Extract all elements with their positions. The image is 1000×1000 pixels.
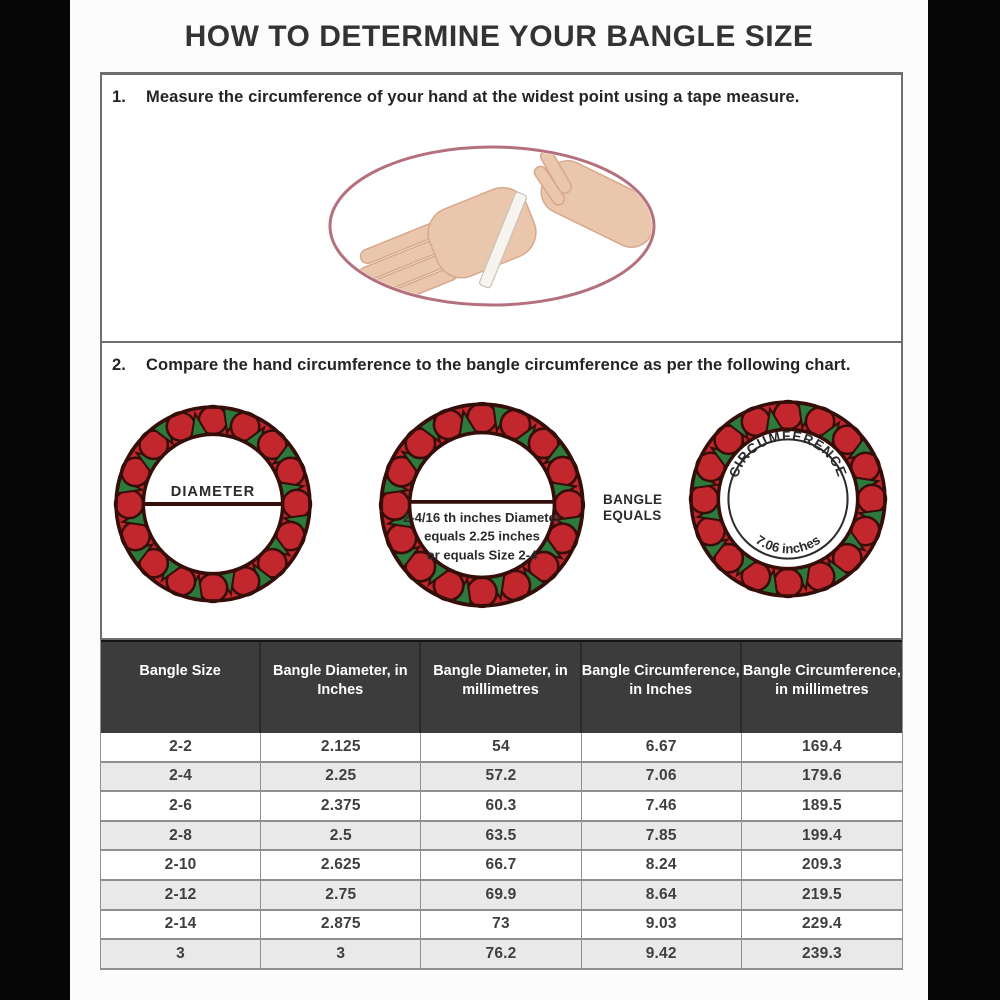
table-row: 2-10 2.625 66.7 8.24 209.3 <box>101 851 902 881</box>
table-cell: 54 <box>421 733 582 761</box>
bangle-diagram-diameter: DIAMETER <box>112 403 314 605</box>
table-row: 2-6 2.375 60.3 7.46 189.5 <box>101 792 902 822</box>
table-cell: 3 <box>101 940 262 968</box>
step1-row: 1. Measure the circumference of your han… <box>112 88 902 107</box>
table-cell: 57.2 <box>421 762 582 791</box>
table-cell: 2-14 <box>101 910 262 939</box>
table-cell: 69.9 <box>421 880 582 909</box>
table-cell: 2-6 <box>101 792 262 820</box>
table-cell: 2.75 <box>261 880 422 909</box>
table-row: 3 3 76.2 9.42 239.3 <box>101 940 902 970</box>
step2-number: 2. <box>112 356 126 374</box>
step2-text: Compare the hand circumference to the ba… <box>146 356 851 374</box>
table-cell: 2.125 <box>261 733 422 761</box>
table-cell: 9.42 <box>582 940 742 968</box>
right-black-bar <box>928 0 1000 1000</box>
table-cell: 169.4 <box>801 737 842 755</box>
bangle-diagram-size-note: 2-4/16 th inches Diameter equals 2.25 in… <box>377 400 587 610</box>
table-cell: 2-12 <box>101 880 262 909</box>
header-circumference-inches: Bangle Circumference, in Inches <box>582 642 742 733</box>
table-cell: 2-2 <box>101 733 262 761</box>
header-bangle-size: Bangle Size <box>101 642 262 733</box>
table-row: 2-12 2.75 69.9 8.64 219.5 <box>101 880 902 911</box>
equals-line1: BANGLE <box>603 492 663 507</box>
table-cell: 2.625 <box>261 851 422 879</box>
table-cell: 60.3 <box>421 792 582 820</box>
table-cell: 9.03 <box>582 910 742 939</box>
table-cell: 2.375 <box>261 792 422 820</box>
inner-circle <box>727 438 849 560</box>
table-cell: 63.5 <box>421 821 582 850</box>
table-cell: 2-4 <box>101 762 262 791</box>
header-diameter-inches: Bangle Diameter, in Inches <box>261 642 422 733</box>
diameter-label: DIAMETER <box>171 484 255 500</box>
table-cell: 179.6 <box>801 767 842 785</box>
table-cell: 7.85 <box>582 821 742 850</box>
header-circumference-mm: Bangle Circumference, in millimetres <box>742 663 901 698</box>
table-cell: 3 <box>261 940 422 968</box>
left-black-bar <box>0 0 70 1000</box>
table-cell: 209.3 <box>801 856 842 874</box>
table-cell: 2-10 <box>101 851 262 879</box>
hand-measurement-illustration <box>328 145 656 307</box>
header-diameter-mm: Bangle Diameter, in millimetres <box>421 642 582 733</box>
table-cell: 189.5 <box>801 796 842 814</box>
size-note-line2: equals 2.25 inches <box>424 529 540 544</box>
step1-number: 1. <box>112 88 126 106</box>
page-title: HOW TO DETERMINE YOUR BANGLE SIZE <box>184 20 814 53</box>
size-note-line1: 2-4/16 th inches Diameter <box>403 510 561 525</box>
table-cell: 8.64 <box>582 880 742 909</box>
table-cell: 8.24 <box>582 851 742 879</box>
table-cell: 7.46 <box>582 792 742 820</box>
size-note-line3: or equals Size 2-4 <box>427 548 538 563</box>
table-header-row: Bangle Size Bangle Diameter, in Inches B… <box>101 640 902 733</box>
table-cell: 73 <box>421 910 582 939</box>
table-cell: 2.25 <box>261 762 422 791</box>
bangle-diagram-circumference: CIRCUMFERENCE 7.06 inches <box>687 398 889 600</box>
table-cell: 229.4 <box>801 915 842 933</box>
table-cell: 199.4 <box>801 826 842 844</box>
table-cell: 66.7 <box>421 851 582 879</box>
table-row: 2-4 2.25 57.2 7.06 179.6 <box>101 762 902 793</box>
equals-line2: EQUALS <box>603 508 662 523</box>
table-row: 2-8 2.5 63.5 7.85 199.4 <box>101 821 902 852</box>
table-cell: 2.5 <box>261 821 422 850</box>
tape-measure <box>479 191 527 289</box>
table-row: 2-14 2.875 73 9.03 229.4 <box>101 910 902 941</box>
table-row: 2-2 2.125 54 6.67 169.4 <box>101 733 902 763</box>
step2-row: 2. Compare the hand circumference to the… <box>112 356 902 375</box>
table-cell: 2-8 <box>101 821 262 850</box>
table-cell: 219.5 <box>801 885 842 903</box>
bangle-size-table: Bangle Size Bangle Diameter, in Inches B… <box>100 640 903 970</box>
table-cell: 239.3 <box>801 944 842 962</box>
bangle-equals-label: BANGLE EQUALS <box>603 492 662 524</box>
table-cell: 6.67 <box>582 733 742 761</box>
table-cell: 2.875 <box>261 910 422 939</box>
step1-text: Measure the circumference of your hand a… <box>146 88 800 106</box>
table-cell: 76.2 <box>421 940 582 968</box>
table-cell: 7.06 <box>582 762 742 791</box>
